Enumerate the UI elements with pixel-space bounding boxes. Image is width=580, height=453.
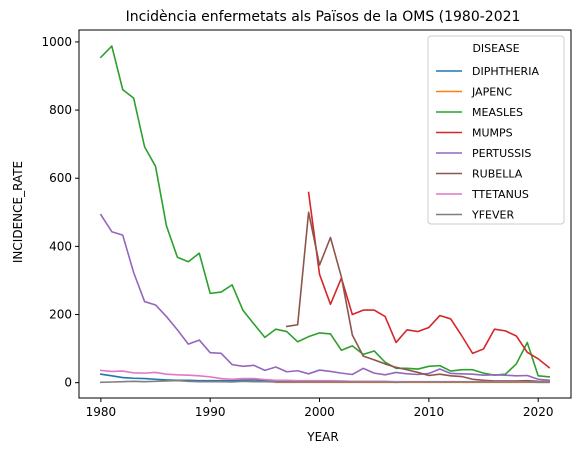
legend-label-measles: MEASLES — [472, 106, 523, 119]
x-axis: 1980 1990 2000 2010 2020 — [86, 398, 554, 419]
series-line-yfever — [100, 379, 550, 384]
x-tick-label: 2020 — [523, 405, 554, 419]
plot-lines — [99, 45, 551, 384]
legend-label-japenc: JAPENC — [471, 86, 512, 99]
y-axis-label: INCIDENCE_RATE — [11, 161, 25, 263]
x-tick-label: 1980 — [86, 405, 117, 419]
legend-label-diphtheria: DIPHTHERIA — [472, 65, 539, 78]
x-tick-label: 2010 — [414, 405, 445, 419]
y-tick-label: 600 — [49, 171, 72, 185]
legend-box — [427, 35, 565, 225]
y-tick-label: 800 — [49, 103, 72, 117]
y-tick-label: 0 — [64, 376, 72, 390]
series-line-measles — [99, 45, 551, 378]
y-tick-label: 400 — [49, 239, 72, 253]
chart-title: Incidència enfermetats als Països de la … — [126, 9, 521, 25]
y-tick-label: 200 — [49, 308, 72, 322]
x-axis-label: YEAR — [306, 430, 338, 444]
y-axis: 0 200 400 600 800 1000 — [41, 35, 79, 390]
legend-label-pertussis: PERTUSSIS — [472, 147, 531, 160]
legend-label-mumps: MUMPS — [472, 127, 513, 140]
plot-frame — [78, 29, 572, 399]
series-line-mumps — [307, 191, 551, 369]
series-line-pertussis — [99, 213, 551, 382]
x-tick-label: 2000 — [304, 405, 335, 419]
y-tick-label: 1000 — [41, 35, 72, 49]
legend-label-ttetanus: TTETANUS — [471, 188, 529, 201]
legend-label-rubella: RUBELLA — [472, 168, 523, 181]
legend: DISEASE DIPHTHERIA JAPENC MEASLES MUMPS PERTU… — [427, 35, 565, 225]
legend-label-yfever: YFEVER — [471, 209, 514, 222]
series-line-rubella — [285, 211, 550, 383]
x-tick-label: 1990 — [195, 405, 226, 419]
legend-title: DISEASE — [472, 42, 519, 55]
